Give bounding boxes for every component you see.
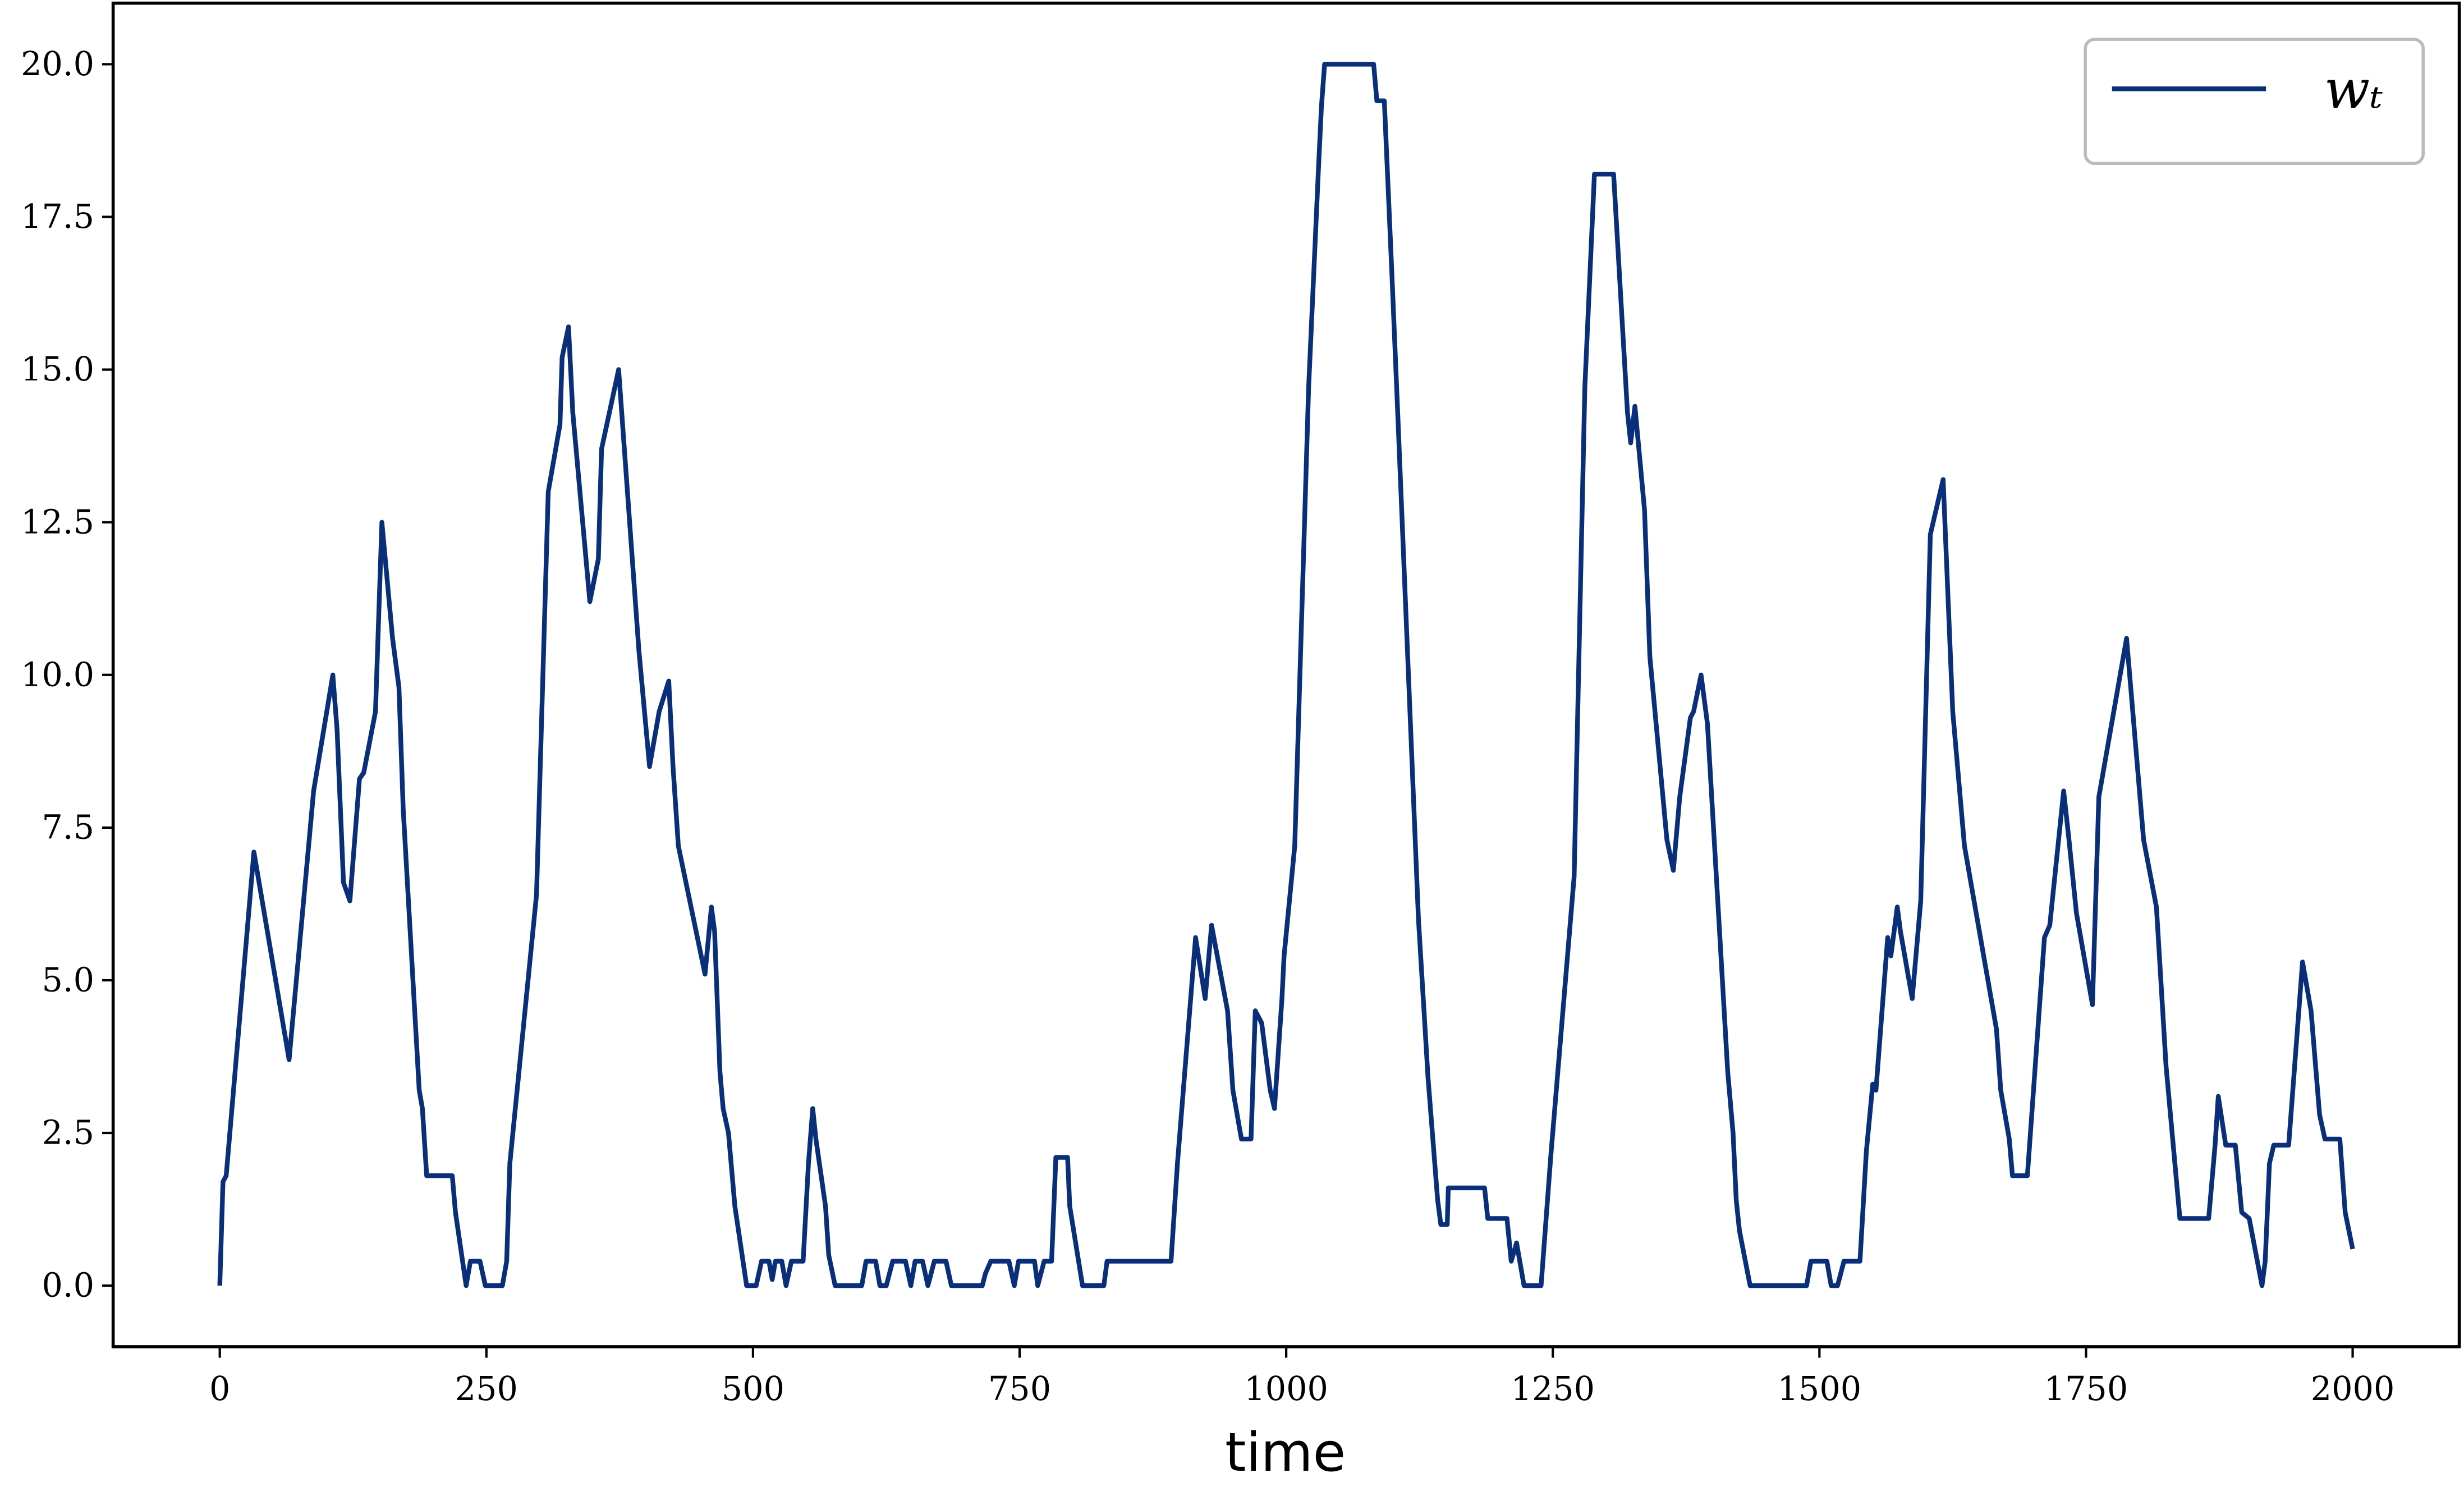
y-tick-label: 12.5 — [21, 502, 94, 541]
y-tick-label: 5.0 — [42, 961, 95, 999]
y-tick-label: 2.5 — [42, 1113, 95, 1152]
x-tick-label: 1750 — [2044, 1369, 2128, 1408]
y-tick-label: 15.0 — [21, 350, 94, 388]
plot-frame — [111, 1, 2461, 1348]
legend-label: wₜ — [2324, 59, 2383, 121]
x-tick-label: 1000 — [1244, 1369, 1328, 1408]
y-tick-label: 20.0 — [21, 44, 94, 83]
legend-box — [2084, 38, 2425, 166]
y-tick-label: 17.5 — [21, 197, 94, 236]
x-axis-label: time — [1225, 1422, 1346, 1484]
x-tick-label: 2000 — [2311, 1369, 2395, 1408]
y-tick-label: 0.0 — [42, 1266, 95, 1305]
x-tick-label: 500 — [722, 1369, 784, 1408]
y-tick-label: 7.5 — [42, 807, 95, 846]
series-line — [217, 62, 2355, 1288]
y-tick-label: 10.0 — [21, 655, 94, 694]
x-tick-label: 250 — [455, 1369, 518, 1408]
x-tick-label: 1250 — [1511, 1369, 1595, 1408]
x-tick-label: 1500 — [1778, 1369, 1862, 1408]
x-tick-label: 0 — [209, 1369, 230, 1408]
x-tick-label: 750 — [988, 1369, 1051, 1408]
